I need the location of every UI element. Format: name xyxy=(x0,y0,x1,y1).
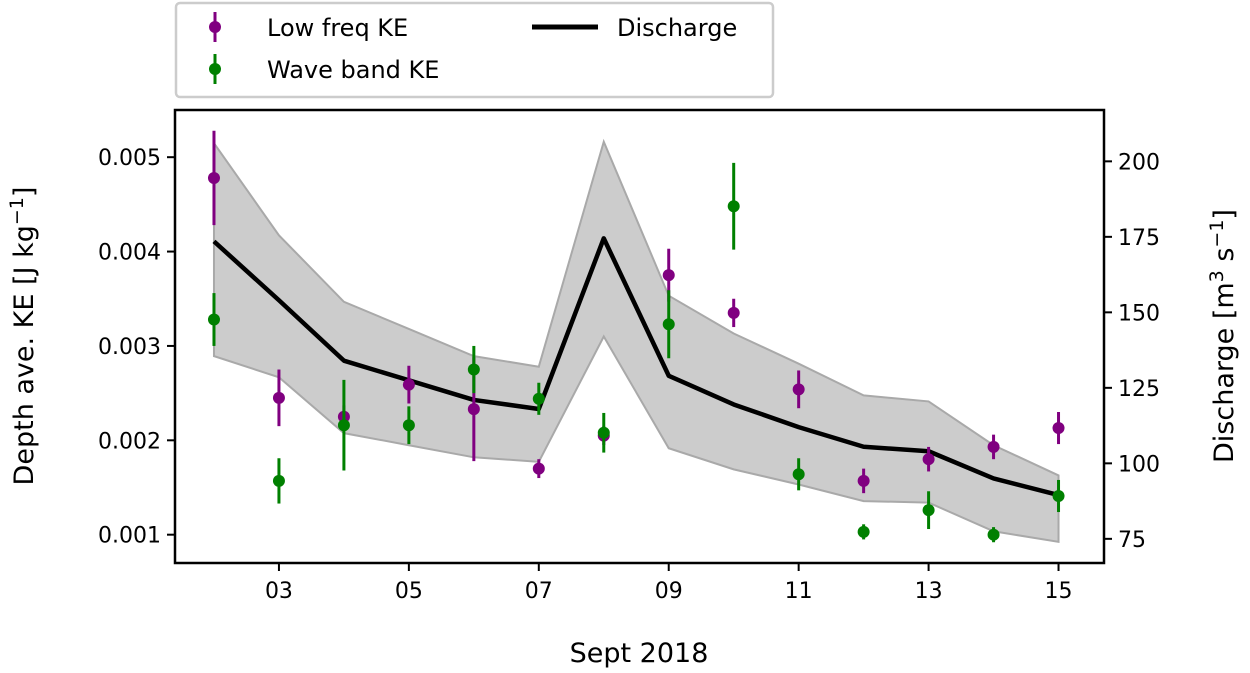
y-axis-label-left: Depth ave. KE [J kg−1] xyxy=(6,187,40,486)
y-right-tick-label: 100 xyxy=(1118,452,1160,477)
low-freq-point xyxy=(1052,422,1065,435)
low-freq-point xyxy=(532,462,545,475)
wave-band-point xyxy=(987,528,1000,541)
y-left-tick-label: 0.001 xyxy=(98,524,161,549)
plot-area xyxy=(207,130,1065,544)
discharge-band xyxy=(212,138,1060,544)
x-axis-label: Sept 2018 xyxy=(570,638,709,669)
wave-band-point xyxy=(662,318,675,331)
low-freq-point xyxy=(207,171,220,184)
x-tick-label: 13 xyxy=(915,579,943,604)
y-right-tick-label: 200 xyxy=(1118,150,1160,175)
y-left-tick-label: 0.004 xyxy=(98,241,161,266)
wave-band-point xyxy=(1052,489,1065,502)
x-tick-label: 15 xyxy=(1045,579,1073,604)
low-freq-point xyxy=(857,474,870,487)
legend-marker-low-freq xyxy=(209,12,221,42)
y-right-tick-label: 175 xyxy=(1118,226,1160,251)
x-tick-label: 05 xyxy=(395,579,423,604)
low-freq-point xyxy=(402,378,415,391)
x-tick-label: 09 xyxy=(655,579,683,604)
x-tick-label: 03 xyxy=(265,579,293,604)
legend-label-low-freq: Low freq KE xyxy=(267,14,408,42)
wave-band-point xyxy=(402,419,415,432)
wave-band-point xyxy=(597,426,610,439)
wave-band-point xyxy=(272,474,285,487)
y-right-tick-label: 125 xyxy=(1118,377,1160,402)
legend-label-discharge: Discharge xyxy=(617,14,737,42)
y-left-tick-label: 0.005 xyxy=(98,146,161,171)
x-tick-label: 07 xyxy=(525,579,553,604)
y-left-tick-label: 0.002 xyxy=(98,429,161,454)
y-right-tick-label: 75 xyxy=(1118,528,1146,553)
legend: Low freq KE Wave band KE Discharge xyxy=(174,1,775,99)
low-freq-point xyxy=(272,391,285,404)
wave-band-point xyxy=(207,313,220,326)
plot-frame xyxy=(173,108,1106,565)
wave-band-point xyxy=(727,200,740,213)
wave-band-point xyxy=(337,419,350,432)
wave-band-point xyxy=(857,525,870,538)
low-freq-point xyxy=(662,269,675,282)
y-left-tick-label: 0.003 xyxy=(98,335,161,360)
discharge-line xyxy=(212,236,1060,498)
legend-label-wave-band: Wave band KE xyxy=(267,56,439,84)
y-axis-label-right: Discharge [m3 s−1] xyxy=(1206,209,1240,463)
legend-marker-wave-band xyxy=(209,54,221,84)
axes-ticks: 03 05 07 09 11 13 15 0.001 0.002 0.003 0.004 0.005 7… xyxy=(98,146,1160,604)
low-freq-point xyxy=(987,440,1000,453)
wave-band-point xyxy=(922,504,935,517)
wave-band-point xyxy=(532,392,545,405)
low-freq-point xyxy=(922,453,935,466)
wave-band-point xyxy=(467,363,480,376)
low-freq-point xyxy=(727,306,740,319)
legend-box xyxy=(174,1,775,99)
y-right-tick-label: 150 xyxy=(1118,301,1160,326)
low-freq-point xyxy=(467,403,480,416)
wave-band-point xyxy=(792,468,805,481)
x-tick-label: 11 xyxy=(785,579,813,604)
low-freq-point xyxy=(792,383,805,396)
